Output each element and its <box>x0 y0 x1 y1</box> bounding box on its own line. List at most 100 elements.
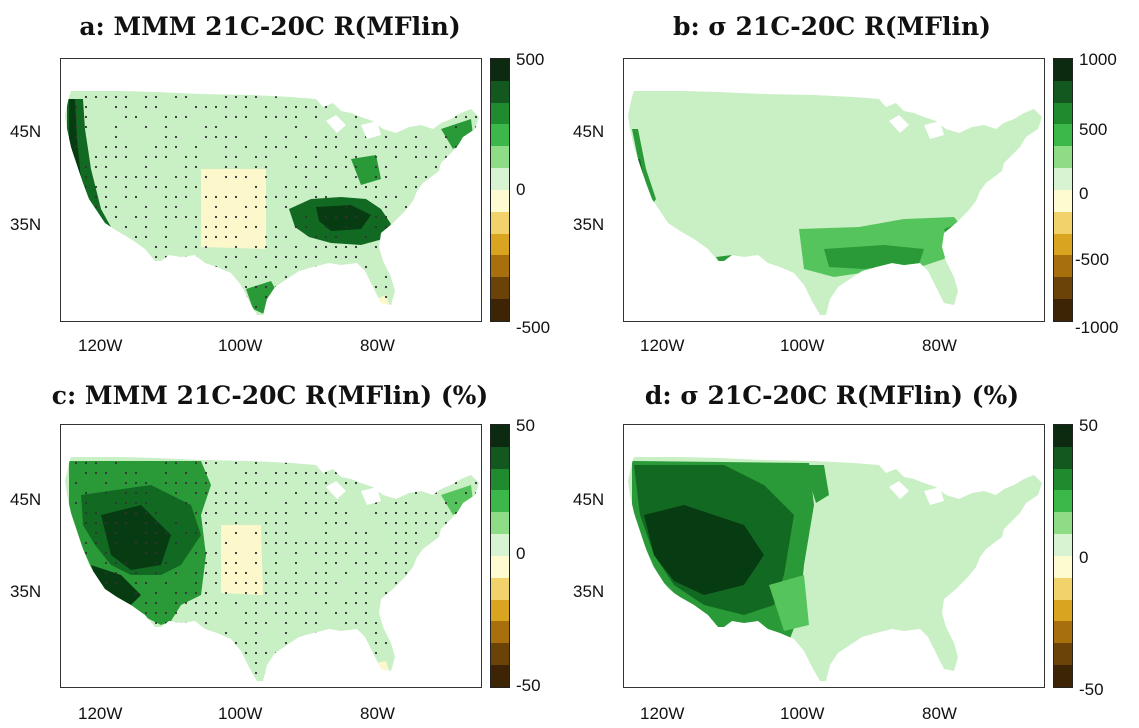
significance-dot <box>314 195 318 199</box>
significance-dot <box>354 165 358 169</box>
significance-dot <box>304 225 308 229</box>
significance-dot <box>184 245 188 249</box>
significance-dot <box>164 631 168 635</box>
significance-dot <box>114 621 118 625</box>
significance-dot <box>74 105 78 109</box>
significance-dot <box>394 265 398 269</box>
significance-dot <box>144 581 148 585</box>
significance-dot <box>464 245 468 249</box>
significance-dot <box>424 305 428 309</box>
significance-dot <box>84 165 88 169</box>
significance-dot <box>264 285 268 289</box>
significance-dot <box>144 215 148 219</box>
significance-dot <box>284 461 288 465</box>
significance-dot <box>374 195 378 199</box>
significance-dot <box>444 185 448 189</box>
colorbar-swatch <box>1054 621 1072 644</box>
lon-label-80w: 80W <box>922 336 957 355</box>
significance-dot <box>294 195 298 199</box>
lon-label-100w: 100W <box>780 704 825 723</box>
significance-dot <box>454 205 458 209</box>
significance-dot <box>144 651 148 655</box>
significance-dot <box>304 471 308 475</box>
significance-dot <box>404 245 408 249</box>
significance-dot <box>254 511 258 515</box>
significance-dot <box>184 215 188 219</box>
significance-dot <box>384 195 388 199</box>
significance-dot <box>284 145 288 149</box>
significance-dot <box>424 195 428 199</box>
significance-dot <box>204 195 208 199</box>
great-lakes <box>889 481 909 499</box>
significance-dot <box>184 185 188 189</box>
lat-label-35n: 35N <box>573 582 605 601</box>
significance-dot <box>254 255 258 259</box>
significance-dot <box>274 235 278 239</box>
map-frame <box>60 58 482 322</box>
significance-dot <box>444 195 448 199</box>
significance-dot <box>134 115 138 119</box>
significance-dot <box>274 481 278 485</box>
significance-dot <box>474 621 478 625</box>
significance-dot <box>414 225 418 229</box>
significance-dot <box>234 501 238 505</box>
significance-dot <box>424 631 428 635</box>
significance-dot <box>424 621 428 625</box>
significance-dot <box>384 611 388 615</box>
significance-dot <box>394 621 398 625</box>
significance-dot <box>294 581 298 585</box>
significance-dot <box>254 611 258 615</box>
significance-dot <box>364 671 368 675</box>
significance-dot <box>234 641 238 645</box>
significance-dot <box>154 105 158 109</box>
colorbar-label-500: 500 <box>1079 120 1108 139</box>
significance-dot <box>324 601 328 605</box>
significance-dot <box>374 661 378 665</box>
significance-dot <box>204 105 208 109</box>
significance-dot <box>394 631 398 635</box>
significance-dot <box>144 105 148 109</box>
significance-dot <box>324 225 328 229</box>
significance-dot <box>184 175 188 179</box>
significance-dot <box>314 551 318 555</box>
significance-dot <box>244 275 248 279</box>
significance-dot <box>134 481 138 485</box>
significance-dot <box>424 671 428 675</box>
significance-dot <box>214 135 218 139</box>
significance-dot <box>374 245 378 249</box>
significance-dot <box>394 295 398 299</box>
significance-dot <box>144 255 148 259</box>
significance-dot <box>444 255 448 259</box>
significance-dot <box>404 571 408 575</box>
significance-dot <box>94 275 98 279</box>
great-lakes <box>361 487 381 505</box>
anomaly-field <box>632 461 829 641</box>
significance-dot <box>424 155 428 159</box>
significance-dot <box>414 185 418 189</box>
significance-dot <box>204 471 208 475</box>
significance-dot <box>184 531 188 535</box>
significance-dot <box>244 611 248 615</box>
significance-dot <box>144 501 148 505</box>
significance-dot <box>384 601 388 605</box>
colorbar-swatch <box>1054 299 1072 321</box>
significance-dot <box>174 541 178 545</box>
significance-dot <box>314 305 318 309</box>
significance-dot <box>294 571 298 575</box>
significance-dot <box>74 461 78 465</box>
significance-dot <box>314 541 318 545</box>
significance-dot <box>404 581 408 585</box>
significance-dot <box>454 611 458 615</box>
significance-dot <box>114 145 118 149</box>
significance-dot <box>344 105 348 109</box>
significance-dot <box>294 245 298 249</box>
significance-dot <box>284 471 288 475</box>
significance-dot <box>264 541 268 545</box>
significance-dot <box>224 591 228 595</box>
significance-dot <box>274 115 278 119</box>
colorbar-swatch <box>1054 555 1072 578</box>
significance-dot <box>174 175 178 179</box>
significance-dot <box>74 481 78 485</box>
significance-dot <box>284 275 288 279</box>
anomaly-field <box>69 461 478 677</box>
